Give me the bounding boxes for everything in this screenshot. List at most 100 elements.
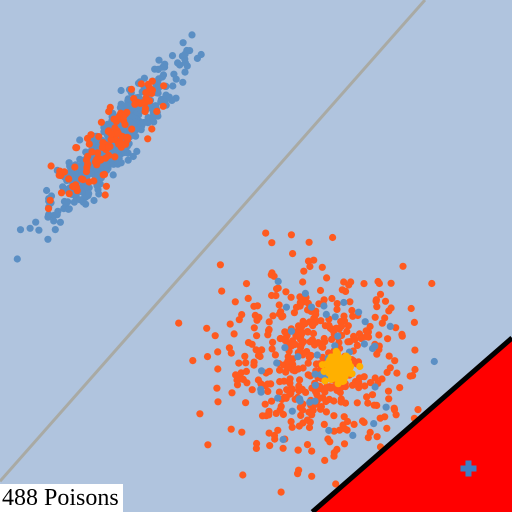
poison-cluster-point	[277, 402, 285, 410]
poison-cluster-point	[385, 395, 393, 403]
poison-cluster-in-clean-point	[44, 205, 53, 213]
poison-cluster-point	[294, 446, 302, 454]
poison-cluster-point	[282, 288, 290, 296]
poison-cluster-point	[287, 231, 295, 239]
poison-cluster-point	[378, 375, 386, 383]
poison-cluster-point	[287, 293, 295, 301]
poison-cluster-point	[265, 367, 273, 375]
clean-in-poison-point	[349, 431, 357, 439]
clean-cluster-point	[102, 160, 111, 169]
poison-cluster-in-clean-point	[72, 144, 80, 152]
poison-cluster-point	[230, 330, 238, 338]
clean-cluster-point	[65, 205, 73, 213]
poison-cluster-in-clean-point	[145, 97, 154, 105]
clean-cluster-point	[179, 39, 187, 47]
poison-cluster-point	[258, 412, 267, 420]
poison-cluster-in-clean-point	[65, 190, 73, 198]
poison-core-point	[332, 356, 340, 364]
poison-cluster-point	[324, 435, 332, 443]
clean-in-poison-point	[311, 370, 319, 378]
poison-cluster-point	[396, 384, 404, 392]
poison-cluster-point	[304, 371, 312, 379]
clean-in-poison-point	[331, 342, 339, 350]
poison-cluster-point	[242, 367, 250, 375]
poison-cluster-point	[253, 332, 261, 340]
poison-cluster-point	[268, 345, 276, 353]
poison-cluster-point	[330, 427, 338, 435]
poison-cluster-point	[348, 381, 356, 389]
poison-cluster-point	[357, 335, 366, 343]
poison-cluster-point	[287, 418, 295, 426]
clean-cluster-point	[85, 189, 93, 198]
poison-cluster-point	[276, 378, 284, 386]
clean-in-poison-point	[288, 407, 296, 415]
clean-in-poison-point	[274, 394, 282, 402]
poison-cluster-point	[316, 405, 325, 413]
poison-cluster-point	[363, 393, 371, 401]
poison-cluster-point	[274, 426, 282, 434]
poison-cluster-point	[428, 279, 436, 288]
poison-cluster-point	[309, 329, 318, 338]
clean-cluster-point	[197, 50, 205, 59]
poison-cluster-in-clean-point	[65, 175, 73, 183]
poison-cluster-point	[383, 424, 391, 432]
poison-cluster-in-clean-point	[46, 196, 54, 204]
poison-cluster-point	[318, 263, 326, 271]
clean-cluster-point	[44, 235, 52, 243]
poison-cluster-point	[250, 361, 258, 369]
clean-in-poison-point	[370, 420, 378, 428]
poison-cluster-point	[411, 365, 419, 374]
target-marker-layer	[460, 460, 477, 477]
clean-cluster-point	[123, 102, 132, 110]
poison-cluster-point	[292, 303, 301, 311]
poison-cluster-point	[299, 406, 307, 414]
poison-cluster-point	[332, 480, 340, 488]
poison-cluster-point	[368, 391, 377, 399]
poison-cluster-point	[320, 334, 328, 343]
poison-cluster-point	[244, 294, 252, 302]
poison-cluster-point	[271, 351, 279, 359]
poison-cluster-point	[316, 286, 325, 295]
clean-in-poison-point	[274, 277, 282, 285]
poison-cluster-point	[242, 399, 250, 407]
poison-cluster-point	[299, 278, 307, 286]
poison-cluster-point	[252, 346, 260, 354]
poison-cluster-point	[306, 352, 314, 360]
poison-cluster-point	[282, 368, 290, 376]
poison-cluster-point	[299, 338, 308, 346]
clean-cluster-point	[168, 52, 177, 60]
poison-cluster-point	[320, 420, 328, 428]
clean-cluster-point	[152, 102, 160, 110]
poison-cluster-point	[293, 332, 301, 340]
poison-cluster-point	[262, 229, 270, 237]
clean-in-poison-point	[322, 310, 330, 318]
poison-cluster-point	[361, 382, 369, 390]
poison-cluster-point	[364, 399, 372, 407]
poison-cluster-point	[302, 388, 310, 396]
clean-in-poison-point	[313, 351, 321, 359]
poison-cluster-point	[333, 305, 341, 313]
poison-cluster-point	[338, 286, 346, 294]
poison-cluster-point	[383, 368, 391, 376]
poison-cluster-point	[306, 262, 314, 271]
poison-cluster-point	[371, 374, 379, 382]
poison-cluster-point	[279, 410, 287, 419]
poison-cluster-point	[323, 274, 331, 282]
clean-cluster-point	[32, 218, 40, 226]
poison-cluster-point	[410, 318, 418, 326]
poison-cluster-in-clean-point	[107, 130, 115, 138]
poison-cluster-point	[340, 440, 349, 448]
poison-cluster-point	[330, 452, 338, 460]
poison-cluster-point	[253, 302, 262, 310]
poison-cluster-point	[308, 447, 316, 455]
poison-core-point	[325, 356, 334, 364]
poison-cluster-point	[299, 364, 307, 372]
poison-cluster-point	[323, 383, 331, 391]
poison-cluster-point	[275, 310, 284, 318]
poison-cluster-in-clean-point	[101, 191, 109, 199]
poison-cluster-point	[308, 472, 316, 480]
poison-cluster-in-clean-point	[141, 105, 150, 113]
poison-cluster-point	[306, 418, 314, 426]
poison-cluster-in-clean-point	[97, 118, 105, 126]
poison-cluster-point	[333, 445, 341, 453]
